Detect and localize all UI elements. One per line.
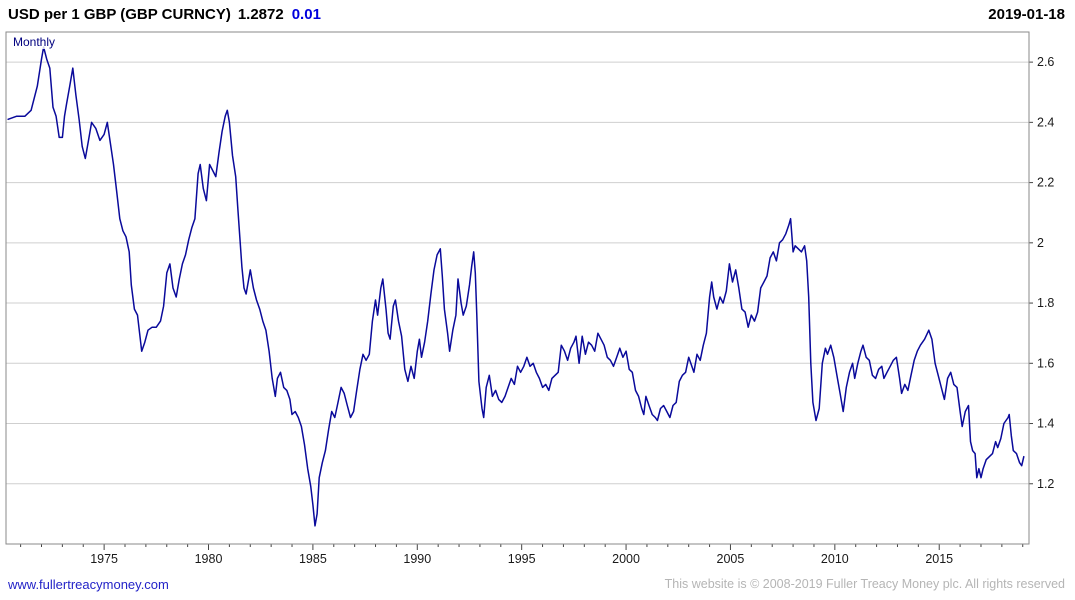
svg-text:2010: 2010 [821, 552, 849, 566]
website-link[interactable]: www.fullertreacymoney.com [8, 576, 169, 592]
svg-text:2.2: 2.2 [1037, 176, 1054, 190]
svg-text:1995: 1995 [508, 552, 536, 566]
svg-text:2000: 2000 [612, 552, 640, 566]
price-change: 0.01 [291, 5, 321, 23]
svg-text:1.6: 1.6 [1037, 356, 1054, 370]
price-line-chart[interactable]: 1.2 1.4 1.6 1.8 2 2.2 2.4 2.6 1975 1980 1985 1990 19… [0, 28, 1075, 572]
copyright-text: This website is © 2008-2019 Fuller Treac… [664, 577, 1065, 591]
last-price: 1.2872 [237, 5, 284, 23]
svg-text:1.4: 1.4 [1037, 417, 1054, 431]
svg-text:2.4: 2.4 [1037, 115, 1054, 129]
instrument-title-group: USD per 1 GBP (GBP CURNCY) 1.2872 0.01 [8, 6, 321, 23]
chart-header: USD per 1 GBP (GBP CURNCY) 1.2872 0.01 2… [0, 0, 1075, 28]
svg-text:1.2: 1.2 [1037, 477, 1054, 491]
chart-area: 1.2 1.4 1.6 1.8 2 2.2 2.4 2.6 1975 1980 1985 1990 19… [0, 28, 1075, 572]
footer: www.fullertreacymoney.com This website i… [0, 572, 1075, 600]
svg-text:2005: 2005 [717, 552, 745, 566]
svg-text:2: 2 [1037, 236, 1044, 250]
svg-text:2.6: 2.6 [1037, 55, 1054, 69]
svg-text:1980: 1980 [195, 552, 223, 566]
svg-text:1.8: 1.8 [1037, 296, 1054, 310]
svg-text:1985: 1985 [299, 552, 327, 566]
svg-text:1975: 1975 [90, 552, 118, 566]
instrument-title: USD per 1 GBP (GBP CURNCY) [8, 5, 231, 23]
quote-date: 2019-01-18 [988, 5, 1065, 23]
svg-text:1990: 1990 [403, 552, 431, 566]
svg-text:2015: 2015 [925, 552, 953, 566]
